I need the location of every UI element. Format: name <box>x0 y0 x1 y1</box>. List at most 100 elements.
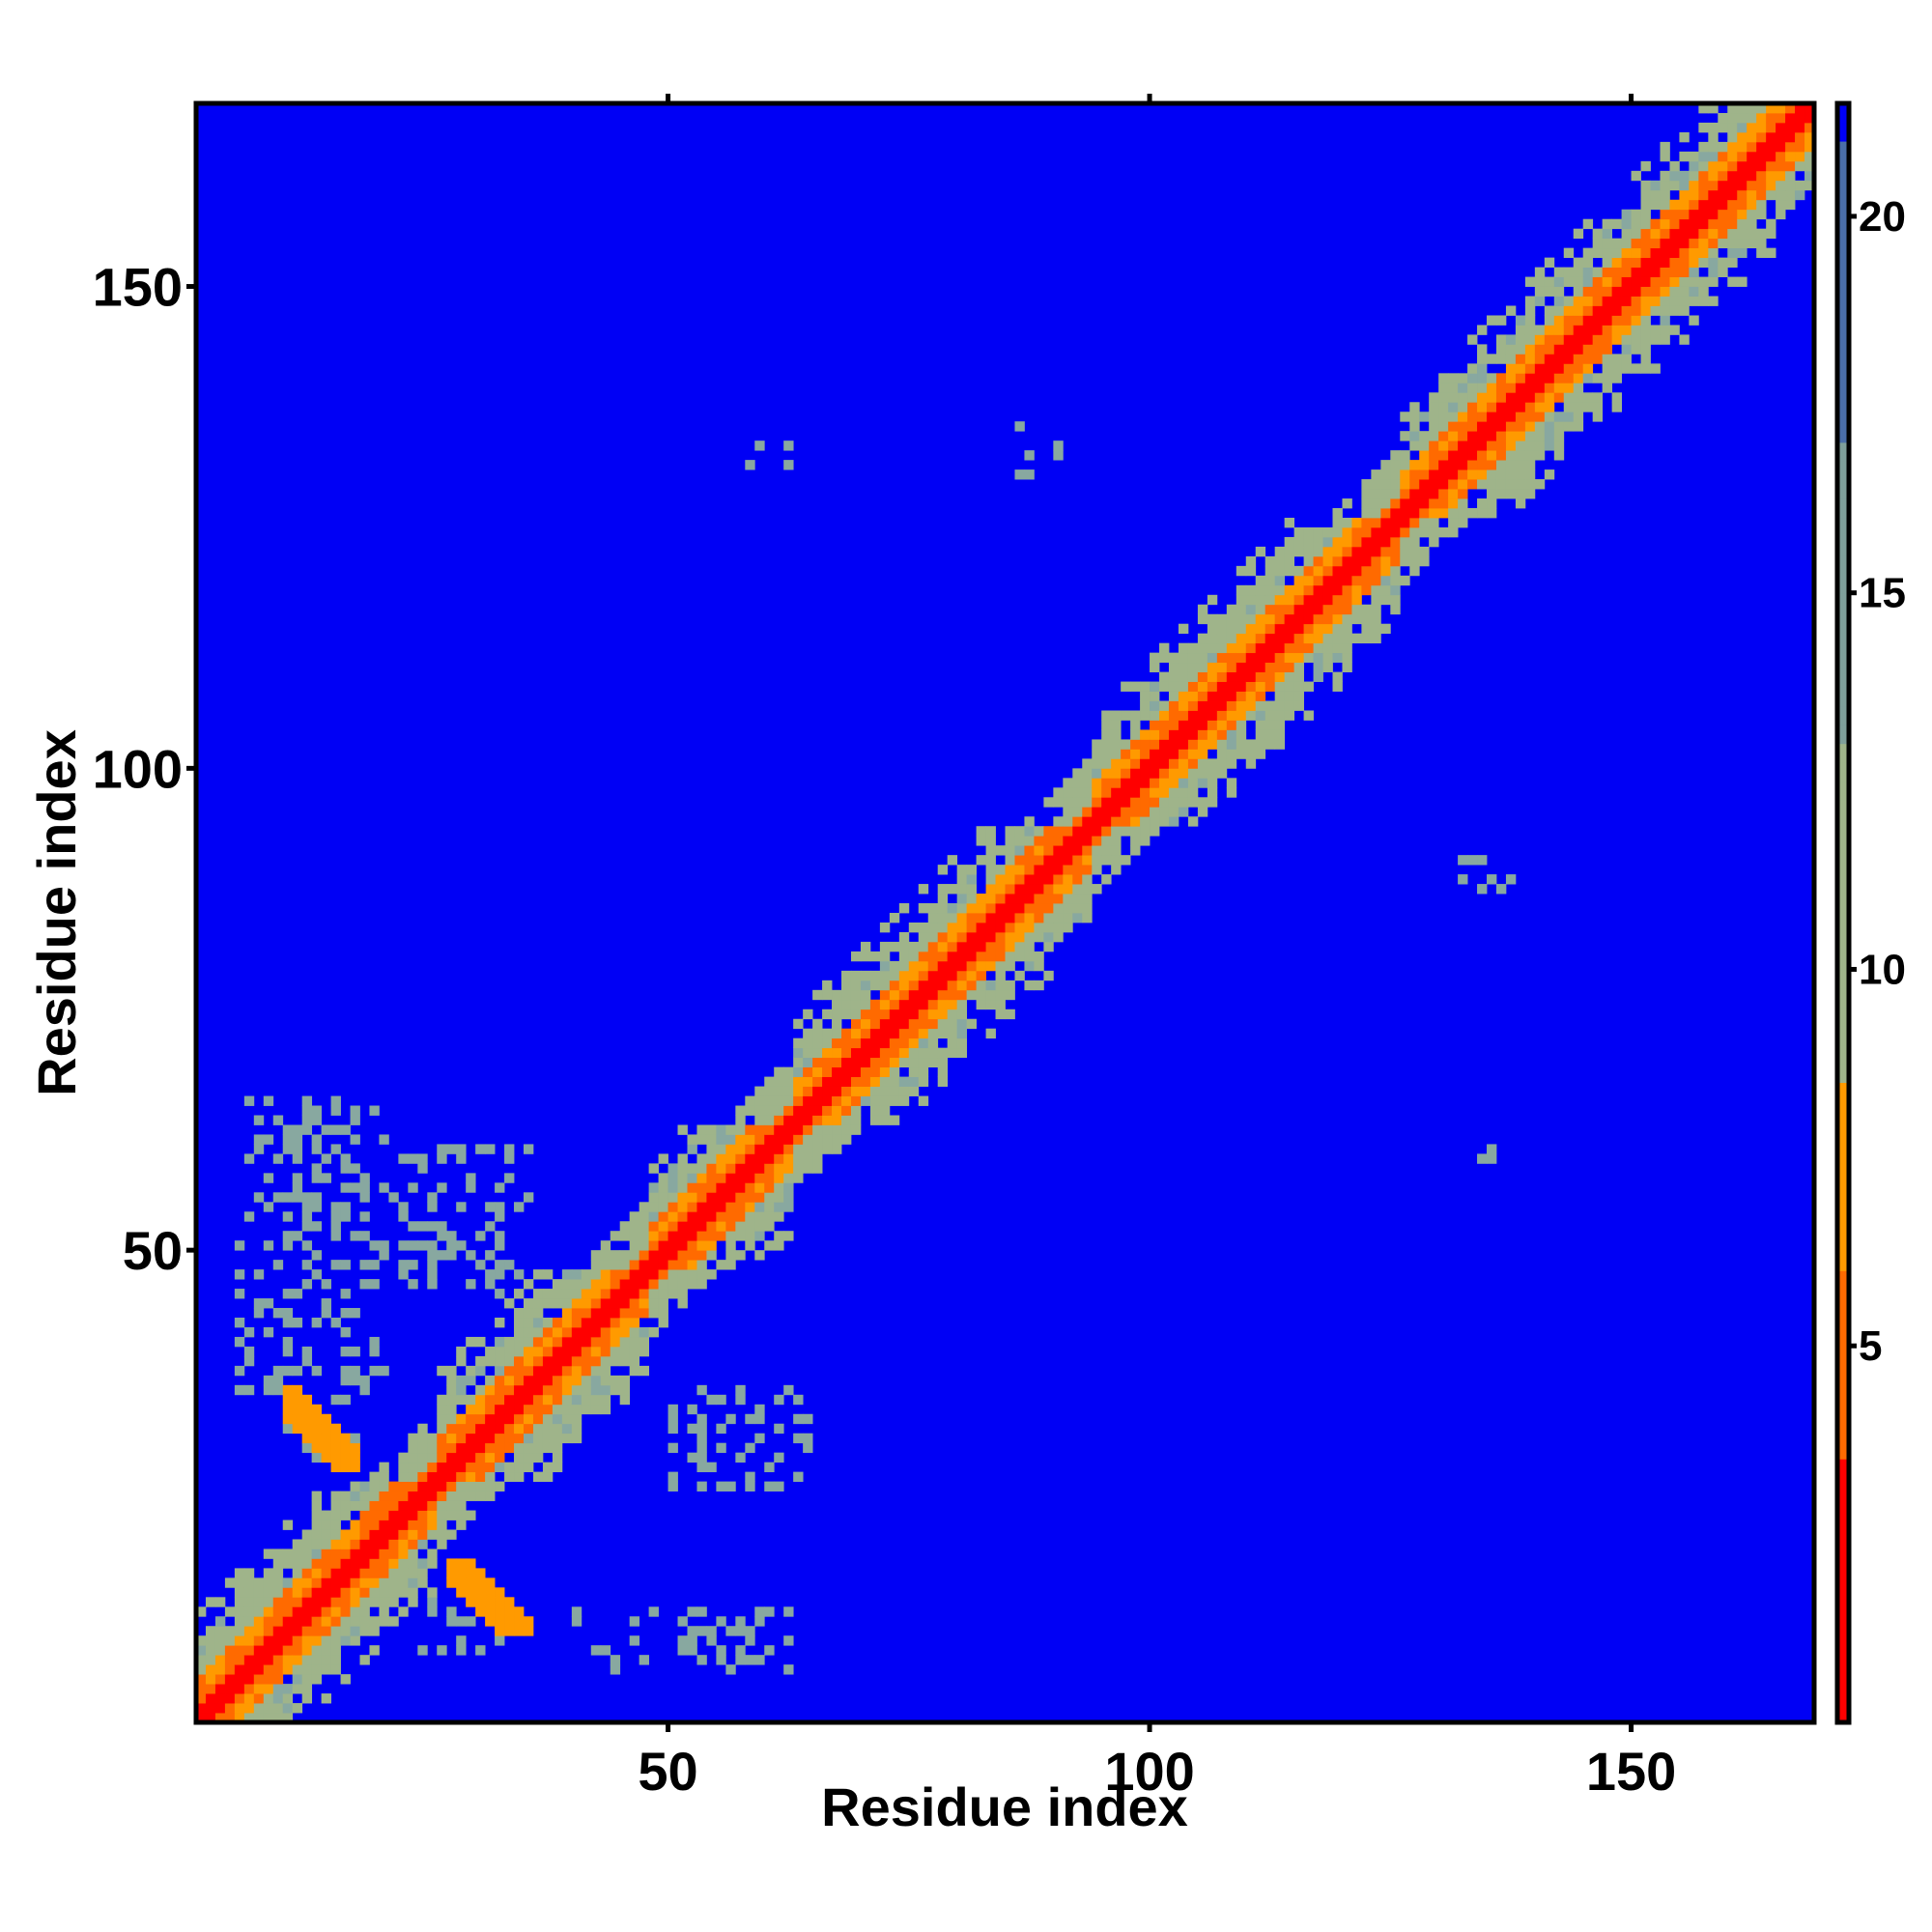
heatmap-cell <box>311 1510 323 1520</box>
heatmap-cell <box>292 1182 303 1193</box>
heatmap-cell <box>408 1452 418 1463</box>
heatmap-cell <box>1024 941 1035 952</box>
heatmap-cell <box>1380 555 1391 567</box>
heatmap-cell <box>1005 826 1015 837</box>
heatmap-cell <box>841 1047 852 1059</box>
heatmap-cell <box>1795 141 1805 153</box>
heatmap-cell <box>1150 739 1160 750</box>
heatmap-cell <box>879 1057 891 1068</box>
heatmap-cell <box>610 1355 621 1367</box>
heatmap-cell <box>716 1211 726 1222</box>
heatmap-cell <box>514 1308 525 1319</box>
heatmap-cell <box>1419 526 1430 538</box>
colorbar-segment <box>1837 461 1849 481</box>
heatmap-cell <box>966 970 977 981</box>
heatmap-cell <box>1737 199 1747 211</box>
heatmap-cell <box>1534 296 1546 306</box>
heatmap-cell <box>1640 189 1651 201</box>
heatmap-cell <box>1804 151 1815 162</box>
heatmap-cell <box>822 1124 833 1135</box>
heatmap-cell <box>629 1231 640 1241</box>
heatmap-cell <box>1293 575 1304 586</box>
heatmap-cell <box>1178 642 1189 654</box>
heatmap-cell <box>1524 315 1536 326</box>
heatmap-cell <box>716 1202 726 1212</box>
heatmap-cell <box>1631 247 1641 259</box>
heatmap-cell <box>985 903 996 914</box>
heatmap-cell <box>1718 141 1728 153</box>
heatmap-cell <box>1293 546 1304 557</box>
heatmap-cell <box>1361 517 1372 528</box>
heatmap-cell <box>610 1326 621 1338</box>
heatmap-cell <box>754 1221 765 1232</box>
heatmap-cell <box>330 1095 341 1106</box>
heatmap-cell <box>263 1674 274 1685</box>
heatmap-cell <box>485 1491 496 1501</box>
heatmap-cell <box>1515 479 1526 490</box>
heatmap-cell <box>350 1462 360 1473</box>
heatmap-cell <box>879 1018 891 1030</box>
heatmap-cell <box>677 1260 688 1270</box>
heatmap-cell <box>1351 565 1362 577</box>
heatmap-cell <box>1621 334 1632 345</box>
heatmap-cell <box>629 1289 640 1299</box>
heatmap-cell <box>282 1684 294 1694</box>
colorbar-segment <box>1837 197 1849 217</box>
heatmap-cell <box>1159 652 1170 664</box>
heatmap-cell <box>1727 247 1738 259</box>
heatmap-cell <box>561 1404 573 1415</box>
heatmap-cell <box>350 1231 360 1241</box>
heatmap-cell <box>475 1587 486 1598</box>
heatmap-cell <box>590 1355 602 1367</box>
heatmap-cell <box>388 1558 399 1569</box>
heatmap-cell <box>841 1028 852 1039</box>
heatmap-cell <box>1371 526 1381 538</box>
heatmap-cell <box>581 1355 592 1367</box>
heatmap-cell <box>1226 691 1237 701</box>
heatmap-cell <box>985 980 996 991</box>
heatmap-cell <box>590 1279 602 1290</box>
heatmap-cell <box>417 1520 428 1530</box>
heatmap-cell <box>485 1577 496 1588</box>
heatmap-cell <box>1448 460 1459 470</box>
heatmap-cell <box>1063 826 1073 837</box>
heatmap-cell <box>590 1645 602 1656</box>
heatmap-cell <box>1043 836 1054 846</box>
heatmap-cell <box>774 1115 784 1125</box>
heatmap-cell <box>783 1606 794 1617</box>
heatmap-cell <box>1082 778 1093 788</box>
heatmap-cell <box>1429 508 1439 519</box>
heatmap-cell <box>427 1471 438 1482</box>
heatmap-cell <box>1515 469 1526 480</box>
heatmap-cell <box>234 1384 245 1396</box>
heatmap-cell <box>1756 209 1767 220</box>
heatmap-cell <box>398 1568 409 1578</box>
heatmap-cell <box>764 1221 775 1232</box>
colorbar-segment <box>1837 498 1849 519</box>
heatmap-cell <box>1293 671 1304 682</box>
heatmap-cell <box>388 1192 399 1203</box>
heatmap-cell <box>1708 296 1719 306</box>
colorbar-segment <box>1837 800 1849 820</box>
heatmap-cell <box>1650 276 1661 287</box>
heatmap-cell <box>754 1153 765 1164</box>
heatmap-cell <box>311 1616 323 1627</box>
heatmap-cell <box>745 1211 755 1222</box>
heatmap-cell <box>1477 460 1488 470</box>
heatmap-cell <box>514 1289 525 1299</box>
heatmap-cell <box>1322 623 1333 635</box>
heatmap-cell <box>1419 412 1430 422</box>
heatmap-cell <box>1187 662 1199 672</box>
heatmap-cell <box>369 1616 380 1627</box>
heatmap-cell <box>1303 536 1314 548</box>
heatmap-cell <box>783 1134 794 1145</box>
heatmap-cell <box>1544 392 1555 403</box>
heatmap-cell <box>1150 652 1160 664</box>
heatmap-cell <box>214 1684 226 1694</box>
heatmap-cell <box>927 931 939 943</box>
heatmap-cell <box>822 1037 833 1049</box>
heatmap-cell <box>437 1250 447 1261</box>
heatmap-cell <box>243 1635 255 1646</box>
heatmap-cell <box>253 1587 265 1598</box>
heatmap-cell <box>466 1577 476 1588</box>
